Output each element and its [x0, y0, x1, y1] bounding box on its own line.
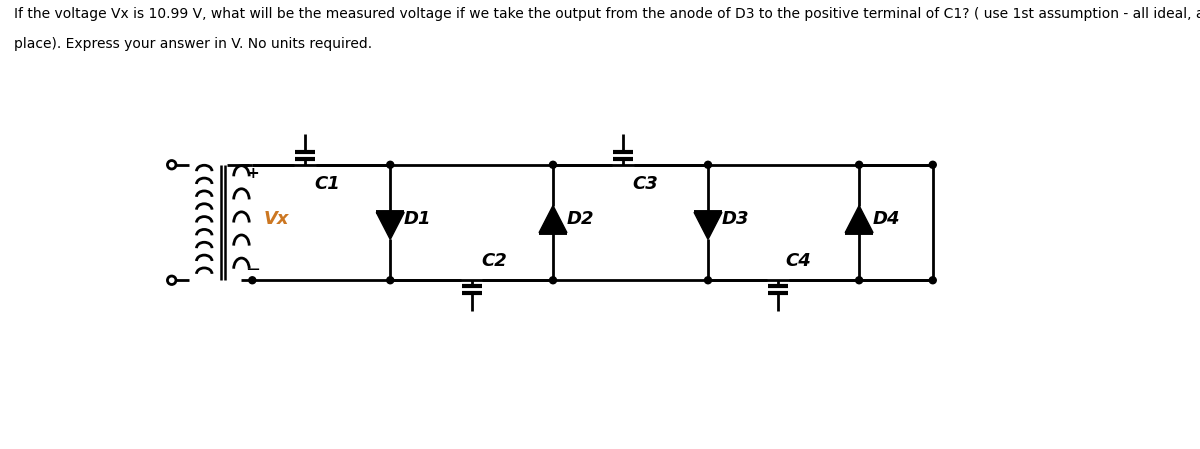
Circle shape [856, 277, 863, 284]
Polygon shape [694, 212, 722, 239]
Text: D1: D1 [403, 210, 431, 228]
Polygon shape [845, 206, 874, 233]
Circle shape [168, 161, 176, 169]
Circle shape [856, 161, 863, 168]
Circle shape [704, 277, 712, 284]
Text: C3: C3 [632, 175, 658, 193]
Text: C1: C1 [314, 175, 340, 193]
Circle shape [929, 161, 936, 168]
Circle shape [550, 277, 557, 284]
Text: C4: C4 [786, 252, 811, 270]
Circle shape [168, 276, 176, 285]
Text: If the voltage Vx is 10.99 V, what will be the measured voltage if we take the o: If the voltage Vx is 10.99 V, what will … [14, 7, 1200, 21]
Text: Vx: Vx [263, 210, 289, 228]
Polygon shape [377, 212, 404, 239]
Circle shape [704, 161, 712, 168]
Text: +: + [246, 167, 259, 181]
Text: D2: D2 [566, 210, 594, 228]
Text: C2: C2 [481, 252, 506, 270]
Text: D4: D4 [872, 210, 900, 228]
Circle shape [248, 277, 256, 284]
Circle shape [929, 277, 936, 284]
Text: D3: D3 [721, 210, 749, 228]
Text: place). Express your answer in V. No units required.: place). Express your answer in V. No uni… [14, 37, 372, 51]
Polygon shape [539, 206, 566, 233]
Circle shape [550, 161, 557, 168]
Text: −: − [245, 261, 260, 279]
Circle shape [386, 161, 394, 168]
Circle shape [386, 277, 394, 284]
